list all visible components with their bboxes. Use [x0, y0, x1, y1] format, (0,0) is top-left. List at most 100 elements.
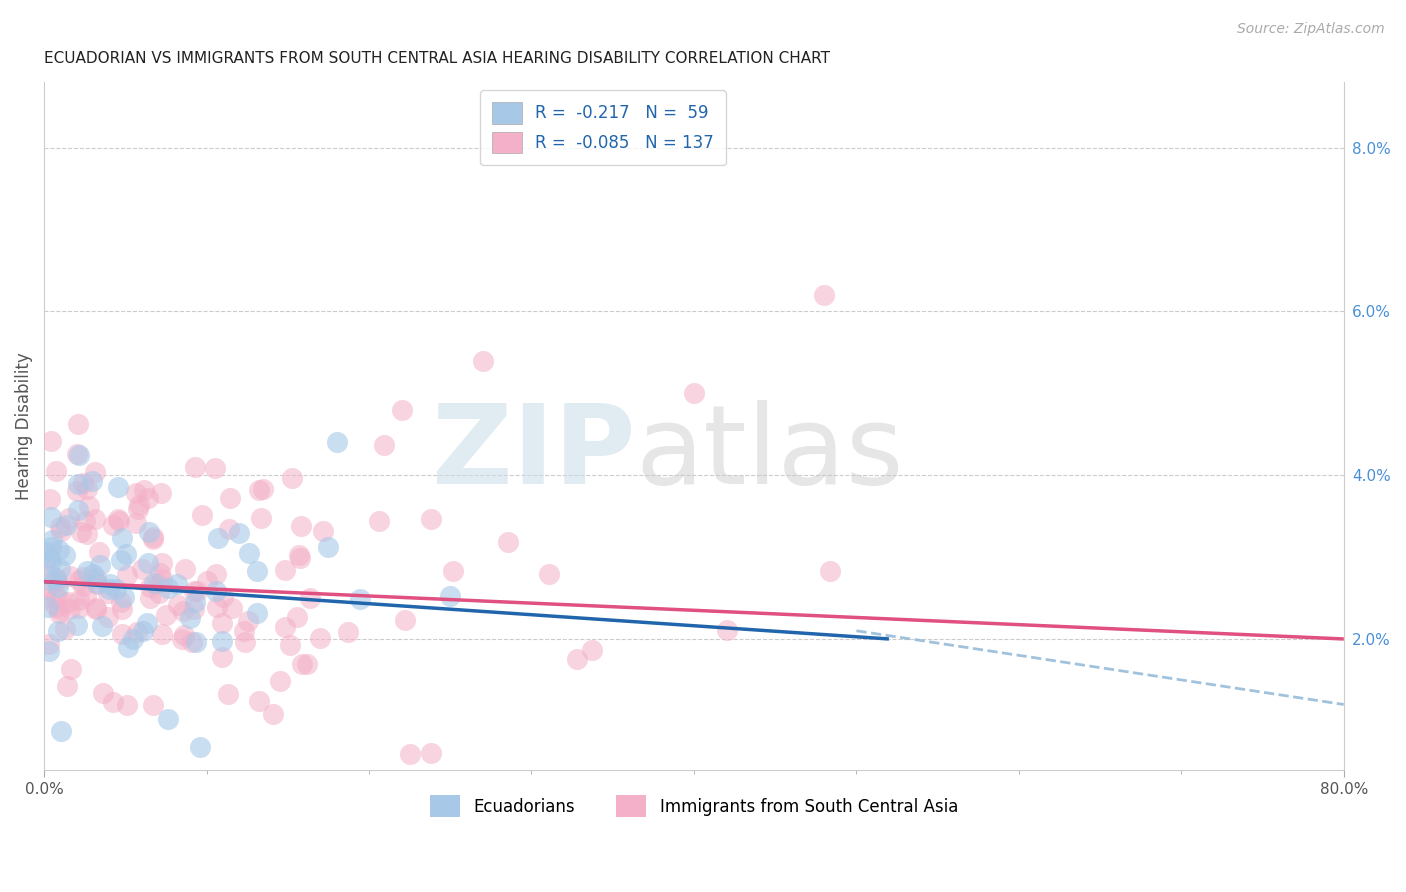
Point [35, 551, 58, 566]
Point [207, 531, 229, 545]
Point [143, 576, 166, 591]
Point [125, 516, 148, 530]
Point [152, 627, 174, 641]
Point [67, 448, 90, 462]
Point [128, 498, 150, 512]
Point [86, 577, 108, 591]
Point [87, 545, 110, 559]
Point [297, 657, 319, 671]
Point [290, 519, 312, 533]
Point [136, 557, 159, 571]
Point [471, 353, 494, 368]
Point [39, 492, 62, 507]
Point [83, 465, 105, 479]
Point [67, 592, 90, 607]
Point [391, 402, 413, 417]
Point [211, 590, 233, 604]
Point [280, 471, 302, 485]
Point [217, 687, 239, 701]
Point [66, 417, 89, 432]
Point [150, 572, 173, 586]
Point [65, 617, 87, 632]
Point [45, 572, 67, 586]
Point [37, 600, 59, 615]
Point [496, 534, 519, 549]
Point [84, 600, 107, 615]
Text: Source: ZipAtlas.com: Source: ZipAtlas.com [1237, 22, 1385, 37]
Point [132, 483, 155, 497]
Point [813, 288, 835, 302]
Point [107, 512, 129, 526]
Point [115, 547, 138, 561]
Point [82, 474, 104, 488]
Point [443, 564, 465, 578]
Point [72, 579, 94, 593]
Point [290, 551, 312, 566]
Point [67, 476, 90, 491]
Point [308, 631, 330, 645]
Point [181, 635, 204, 649]
Point [373, 438, 395, 452]
Point [211, 634, 233, 648]
Point [125, 624, 148, 639]
Point [84, 571, 107, 585]
Point [285, 610, 308, 624]
Point [142, 698, 165, 712]
Point [38, 573, 60, 587]
Point [35, 545, 58, 559]
Point [125, 486, 148, 500]
Point [49, 592, 72, 607]
Point [211, 650, 233, 665]
Point [325, 435, 347, 450]
Point [49, 524, 72, 538]
Point [288, 548, 311, 562]
Point [82, 567, 104, 582]
Point [156, 712, 179, 726]
Point [39, 568, 62, 582]
Point [184, 595, 207, 609]
Point [139, 580, 162, 594]
Point [537, 566, 560, 581]
Point [247, 694, 270, 708]
Point [39, 555, 62, 569]
Point [247, 483, 270, 497]
Point [115, 698, 138, 712]
Point [419, 511, 441, 525]
Point [69, 525, 91, 540]
Point [149, 485, 172, 500]
Point [581, 643, 603, 657]
Point [252, 482, 274, 496]
Point [394, 613, 416, 627]
Point [148, 586, 170, 600]
Point [53, 549, 76, 563]
Point [155, 607, 177, 622]
Point [191, 508, 214, 522]
Text: atlas: atlas [636, 401, 904, 507]
Point [48, 606, 70, 620]
Point [262, 707, 284, 722]
Point [336, 624, 359, 639]
Text: ZIP: ZIP [432, 401, 636, 507]
Point [48, 602, 70, 616]
Point [107, 514, 129, 528]
Point [233, 634, 256, 648]
Point [173, 562, 195, 576]
Point [39, 551, 62, 566]
Point [59, 569, 82, 583]
Point [111, 627, 134, 641]
Point [55, 518, 77, 533]
Point [58, 595, 80, 609]
Point [186, 583, 208, 598]
Point [205, 584, 228, 599]
Point [98, 576, 121, 591]
Point [110, 553, 132, 567]
Point [73, 514, 96, 528]
Point [195, 574, 218, 589]
Point [76, 564, 98, 578]
Point [683, 386, 706, 401]
Point [38, 643, 60, 657]
Point [184, 635, 207, 649]
Point [184, 459, 207, 474]
Point [238, 546, 260, 560]
Point [142, 532, 165, 546]
